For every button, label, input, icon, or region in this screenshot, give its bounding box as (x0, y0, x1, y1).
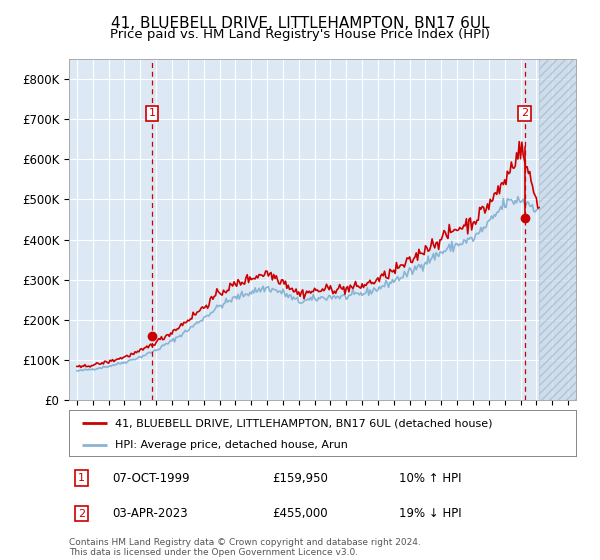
Text: 2: 2 (521, 109, 528, 119)
Text: Price paid vs. HM Land Registry's House Price Index (HPI): Price paid vs. HM Land Registry's House … (110, 28, 490, 41)
Text: 1: 1 (78, 473, 85, 483)
Text: £455,000: £455,000 (272, 507, 328, 520)
Text: 10% ↑ HPI: 10% ↑ HPI (398, 472, 461, 484)
Text: 41, BLUEBELL DRIVE, LITTLEHAMPTON, BN17 6UL: 41, BLUEBELL DRIVE, LITTLEHAMPTON, BN17 … (110, 16, 490, 31)
Bar (539, 59, 576, 400)
Text: 1: 1 (149, 109, 155, 119)
Text: HPI: Average price, detached house, Arun: HPI: Average price, detached house, Arun (115, 440, 347, 450)
Text: 41, BLUEBELL DRIVE, LITTLEHAMPTON, BN17 6UL (detached house): 41, BLUEBELL DRIVE, LITTLEHAMPTON, BN17 … (115, 418, 492, 428)
Text: 07-OCT-1999: 07-OCT-1999 (112, 472, 190, 484)
Text: £159,950: £159,950 (272, 472, 328, 484)
Text: 2: 2 (78, 508, 85, 519)
Text: 03-APR-2023: 03-APR-2023 (112, 507, 188, 520)
Text: Contains HM Land Registry data © Crown copyright and database right 2024.
This d: Contains HM Land Registry data © Crown c… (69, 538, 421, 557)
Text: 19% ↓ HPI: 19% ↓ HPI (398, 507, 461, 520)
